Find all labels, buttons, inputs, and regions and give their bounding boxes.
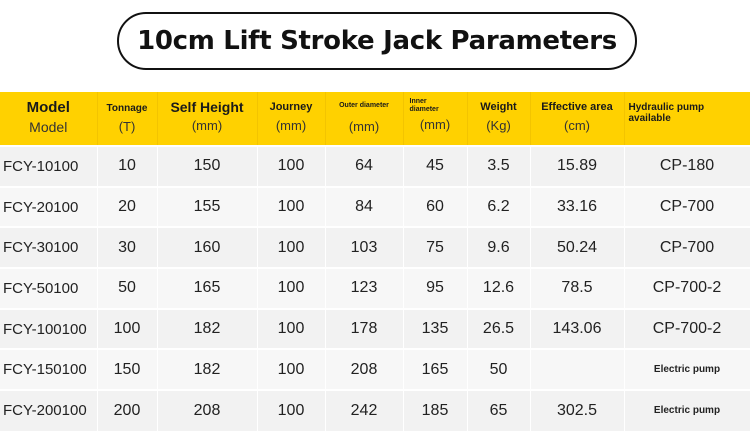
cell-tonnage: 50: [97, 267, 158, 309]
cell-tonnage: 10: [97, 145, 158, 187]
table-row: FCY-10100 10 150 100 64 45 3.5 15.89 CP-…: [0, 145, 750, 187]
cell-tonnage: 150: [97, 348, 158, 391]
cell-effective-area: 143.06: [530, 307, 625, 350]
cell-outer-diameter: 242: [325, 389, 404, 431]
cell-pump: Electric pump: [624, 348, 750, 391]
cell-pump: CP-700-2: [624, 267, 750, 309]
cell-pump: Electric pump: [624, 389, 750, 431]
table-row: FCY-30100 30 160 100 103 75 9.6 50.24 CP…: [0, 226, 750, 269]
cell-model: FCY-10100: [0, 145, 98, 187]
cell-pump: CP-700: [624, 226, 750, 269]
cell-outer-diameter: 84: [325, 185, 404, 228]
table-row: FCY-50100 50 165 100 123 95 12.6 78.5 CP…: [0, 267, 750, 309]
cell-effective-area: 15.89: [530, 145, 625, 187]
cell-weight: 50: [467, 348, 531, 391]
header-effective-area: Effective area (cm): [530, 92, 625, 146]
cell-self-height: 165: [157, 267, 258, 309]
cell-model: FCY-20100: [0, 185, 98, 228]
cell-self-height: 182: [157, 307, 258, 350]
cell-model: FCY-50100: [0, 267, 98, 309]
cell-weight: 9.6: [467, 226, 531, 269]
cell-journey: 100: [257, 145, 326, 187]
cell-outer-diameter: 64: [325, 145, 404, 187]
cell-inner-diameter: 45: [403, 145, 468, 187]
title-banner: 10cm Lift Stroke Jack Parameters: [0, 0, 750, 90]
cell-pump: CP-700: [624, 185, 750, 228]
cell-journey: 100: [257, 348, 326, 391]
cell-inner-diameter: 135: [403, 307, 468, 350]
cell-weight: 65: [467, 389, 531, 431]
header-inner-diameter: Inner diameter (mm): [403, 92, 468, 146]
cell-model: FCY-200100: [0, 389, 98, 431]
cell-journey: 100: [257, 267, 326, 309]
cell-pump: CP-180: [624, 145, 750, 187]
table-row: FCY-20100 20 155 100 84 60 6.2 33.16 CP-…: [0, 185, 750, 228]
cell-tonnage: 200: [97, 389, 158, 431]
cell-journey: 100: [257, 307, 326, 350]
cell-outer-diameter: 123: [325, 267, 404, 309]
cell-journey: 100: [257, 389, 326, 431]
cell-weight: 6.2: [467, 185, 531, 228]
header-weight: Weight (Kg): [467, 92, 531, 146]
cell-model: FCY-150100: [0, 348, 98, 391]
cell-self-height: 155: [157, 185, 258, 228]
header-hydraulic-pump: Hydraulic pump available: [628, 102, 705, 124]
table-header: Model Model Tonnage (T) Self Height (mm)…: [0, 92, 750, 146]
cell-effective-area: 78.5: [530, 267, 625, 309]
cell-journey: 100: [257, 226, 326, 269]
cell-journey: 100: [257, 185, 326, 228]
cell-inner-diameter: 60: [403, 185, 468, 228]
cell-effective-area: 302.5: [530, 389, 625, 431]
cell-outer-diameter: 103: [325, 226, 404, 269]
cell-inner-diameter: 185: [403, 389, 468, 431]
cell-weight: 26.5: [467, 307, 531, 350]
cell-self-height: 182: [157, 348, 258, 391]
cell-tonnage: 20: [97, 185, 158, 228]
cell-model: FCY-100100: [0, 307, 98, 350]
cell-outer-diameter: 208: [325, 348, 404, 391]
table-row: FCY-200100 200 208 100 242 185 65 302.5 …: [0, 389, 750, 431]
cell-tonnage: 30: [97, 226, 158, 269]
header-row: Model Model Tonnage (T) Self Height (mm)…: [0, 92, 750, 146]
table-row: FCY-100100 100 182 100 178 135 26.5 143.…: [0, 307, 750, 350]
header-journey: Journey (mm): [257, 92, 326, 146]
header-tonnage: Tonnage (T): [97, 92, 158, 146]
cell-self-height: 150: [157, 145, 258, 187]
cell-inner-diameter: 165: [403, 348, 468, 391]
cell-weight: 12.6: [467, 267, 531, 309]
cell-inner-diameter: 95: [403, 267, 468, 309]
cell-self-height: 160: [157, 226, 258, 269]
header-self-height: Self Height (mm): [157, 92, 258, 146]
parameters-table: Model Model Tonnage (T) Self Height (mm)…: [0, 92, 750, 431]
table-body: FCY-10100 10 150 100 64 45 3.5 15.89 CP-…: [0, 145, 750, 431]
page-title: 10cm Lift Stroke Jack Parameters: [117, 12, 637, 70]
cell-effective-area: 33.16: [530, 185, 625, 228]
cell-outer-diameter: 178: [325, 307, 404, 350]
header-model: Model Model: [0, 92, 98, 146]
cell-inner-diameter: 75: [403, 226, 468, 269]
cell-pump: CP-700-2: [624, 307, 750, 350]
cell-model: FCY-30100: [0, 226, 98, 269]
header-outer-diameter: Outer diameter (mm): [325, 92, 404, 146]
cell-self-height: 208: [157, 389, 258, 431]
cell-tonnage: 100: [97, 307, 158, 350]
cell-weight: 3.5: [467, 145, 531, 187]
cell-effective-area: [530, 348, 625, 391]
table-row: FCY-150100 150 182 100 208 165 50 Electr…: [0, 348, 750, 391]
cell-effective-area: 50.24: [530, 226, 625, 269]
